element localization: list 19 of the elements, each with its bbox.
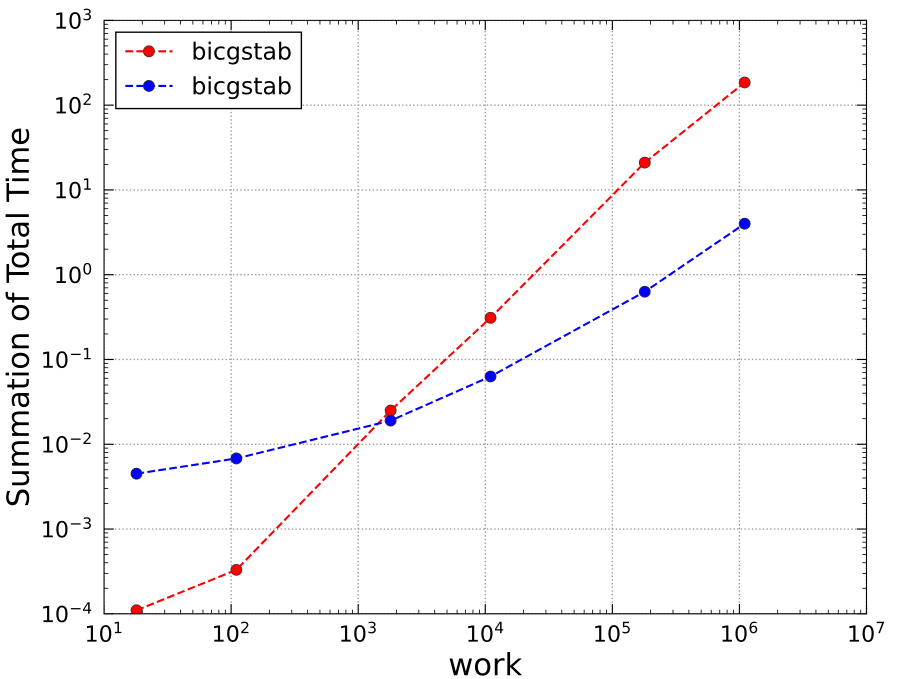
y-tick-label: 10$^{−3}$ bbox=[43, 517, 91, 538]
x-axis-title: work bbox=[450, 652, 522, 676]
y-tick-label: 10$^{−1}$ bbox=[43, 348, 91, 368]
y-tick-label: 10$^{−2}$ bbox=[43, 432, 91, 453]
x-tick-label: 10$^{3}$ bbox=[341, 622, 376, 642]
y-axis-title: Summation of Total Time bbox=[6, 128, 30, 506]
x-tick-label: 10$^{4}$ bbox=[468, 622, 504, 642]
legend-label: bicgstab bbox=[194, 42, 291, 64]
x-tick-label: 10$^{5}$ bbox=[595, 622, 630, 642]
y-tick-label: 10$^{3}$ bbox=[56, 8, 91, 29]
x-tick-label: 10$^{2}$ bbox=[214, 622, 248, 642]
legend-label: bicgstab bbox=[194, 76, 291, 100]
x-tick-label: 10$^{7}$ bbox=[849, 622, 884, 642]
x-tick-label: 10$^{6}$ bbox=[722, 622, 758, 642]
y-tick-label: 10$^{0}$ bbox=[56, 262, 92, 284]
y-tick-label: 10$^{1}$ bbox=[56, 178, 91, 199]
x-tick-label: 10$^{1}$ bbox=[86, 622, 122, 642]
y-tick-label: 10$^{−4}$ bbox=[43, 602, 92, 622]
y-tick-label: 10$^{2}$ bbox=[56, 93, 91, 114]
